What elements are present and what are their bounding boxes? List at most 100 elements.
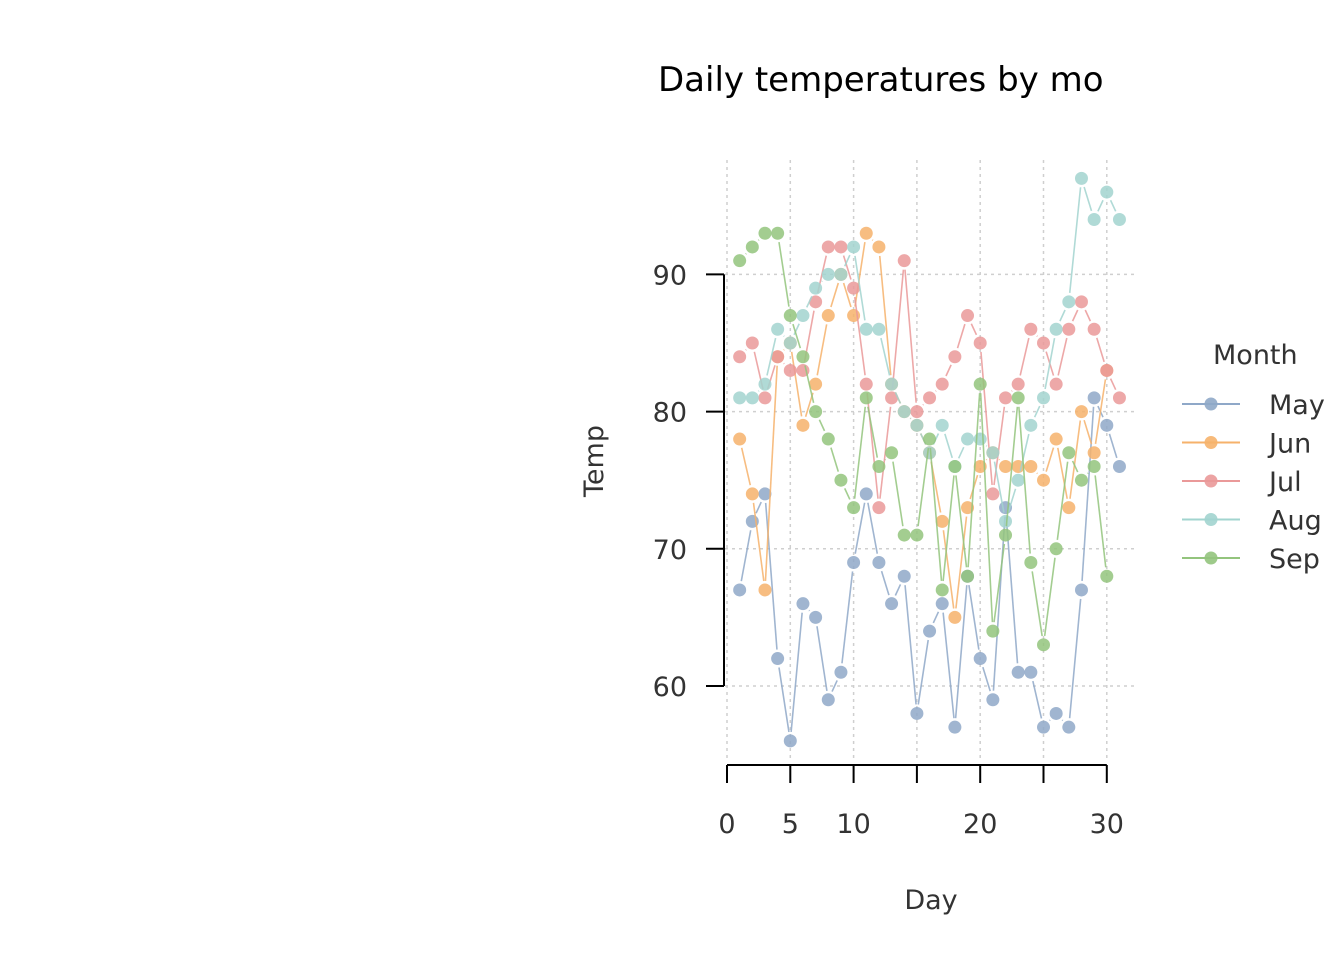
series-sep	[733, 226, 1114, 652]
data-point	[733, 350, 747, 364]
data-point	[897, 569, 911, 583]
series-line-segment	[804, 365, 815, 404]
data-point	[885, 391, 899, 405]
data-point	[1074, 583, 1088, 597]
series-line-segment	[818, 419, 826, 432]
data-point	[935, 597, 949, 611]
legend-label: Sep	[1269, 544, 1320, 575]
data-point	[872, 459, 886, 473]
axes: 60 70 80 90 0 5 10 20 30	[653, 260, 1124, 840]
data-point	[973, 377, 987, 391]
series-line-segment	[1032, 680, 1043, 719]
data-point	[1049, 542, 1063, 556]
data-point	[859, 322, 873, 336]
data-point	[859, 377, 873, 391]
series-line-segment	[993, 461, 1005, 513]
data-point	[897, 254, 911, 268]
data-point	[1011, 665, 1025, 679]
data-point	[733, 391, 747, 405]
data-point	[935, 377, 949, 391]
data-point	[821, 267, 835, 281]
series-line-segment	[955, 475, 968, 568]
series-line-segment	[880, 570, 890, 596]
series-line-segment	[945, 364, 952, 377]
data-point	[1100, 185, 1114, 199]
data-point	[771, 652, 785, 666]
data-point	[733, 254, 747, 268]
legend-item-jun: Jun	[1182, 429, 1311, 460]
series-line-segment	[942, 475, 955, 582]
legend-label: Jun	[1267, 429, 1311, 460]
series-line-segment	[1083, 186, 1093, 212]
data-point	[758, 226, 772, 240]
data-point	[961, 432, 975, 446]
series-line-segment	[1109, 199, 1117, 212]
data-point	[923, 432, 937, 446]
series-line-segment	[841, 571, 854, 664]
series-aug	[733, 171, 1126, 528]
data-point	[796, 418, 810, 432]
data-point	[973, 336, 987, 350]
data-point	[1074, 171, 1088, 185]
series-line-segment	[979, 393, 994, 623]
data-point	[885, 597, 899, 611]
data-point	[923, 624, 937, 638]
legend-marker	[1204, 513, 1218, 526]
legend-label: Jul	[1267, 467, 1302, 498]
data-point	[1037, 473, 1050, 487]
data-point	[885, 446, 899, 460]
data-point	[821, 240, 835, 254]
series-line-segment	[764, 365, 778, 582]
legend-marker	[1204, 436, 1218, 449]
series-line-segment	[955, 516, 968, 609]
series-line-segment	[880, 337, 891, 376]
series-line-segment	[1068, 187, 1082, 293]
data-point	[733, 583, 747, 597]
data-point	[1074, 295, 1088, 309]
data-point	[948, 610, 962, 624]
series-line-segment	[854, 255, 866, 321]
series-line-segment	[944, 433, 953, 459]
series-line-segment	[954, 585, 968, 719]
data-point	[1049, 706, 1063, 720]
data-point	[1087, 213, 1101, 227]
series-line-segment	[1005, 516, 1019, 664]
legend-item-aug: Aug	[1182, 506, 1322, 537]
data-point	[935, 583, 949, 597]
series-line-segment	[790, 612, 803, 732]
data-point	[973, 652, 987, 666]
series-line-segment	[792, 323, 802, 349]
legend-label: May	[1269, 390, 1325, 421]
series-line-segment	[1059, 309, 1066, 322]
data-point	[1112, 213, 1126, 227]
data-point	[821, 693, 835, 707]
data-point	[1087, 391, 1101, 405]
series-line-segment	[853, 406, 867, 499]
y-tick-label: 70	[653, 535, 687, 566]
legend-marker	[1204, 474, 1218, 488]
series-line-segment	[942, 612, 955, 719]
data-point	[1062, 322, 1076, 336]
data-point	[809, 610, 823, 624]
series-line-segment	[942, 530, 955, 609]
series-line-segment	[1071, 309, 1079, 322]
data-point	[745, 240, 759, 254]
series-line-segment	[891, 269, 905, 389]
data-point	[1062, 446, 1076, 460]
series-line-segment	[1084, 309, 1092, 322]
series-line-segment	[956, 323, 966, 349]
series-line-segment	[842, 282, 852, 308]
data-point	[986, 624, 1000, 638]
data-point	[1024, 556, 1038, 570]
data-point	[1049, 432, 1063, 446]
data-point	[847, 501, 861, 515]
data-point	[961, 501, 975, 515]
data-point	[834, 267, 848, 281]
data-point	[910, 706, 924, 720]
series-line-segment	[766, 337, 777, 376]
data-point	[1112, 391, 1126, 405]
series-line-segment	[853, 296, 866, 376]
series-line-segment	[970, 323, 978, 336]
data-point	[796, 309, 810, 323]
